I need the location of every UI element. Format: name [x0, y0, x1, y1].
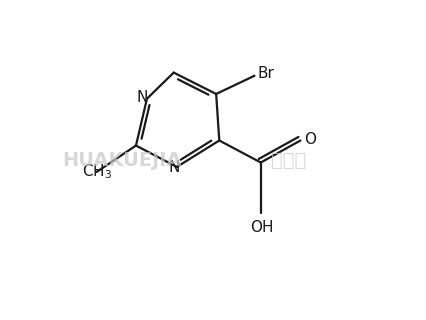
Text: N: N [137, 90, 148, 105]
Text: Br: Br [257, 66, 274, 81]
Text: OH: OH [250, 220, 274, 235]
Text: HUAKUEJIA: HUAKUEJIA [62, 150, 181, 170]
Text: N: N [168, 160, 179, 175]
Text: 化学加: 化学加 [271, 150, 306, 170]
Text: CH$_3$: CH$_3$ [82, 163, 112, 181]
Text: O: O [304, 132, 316, 148]
